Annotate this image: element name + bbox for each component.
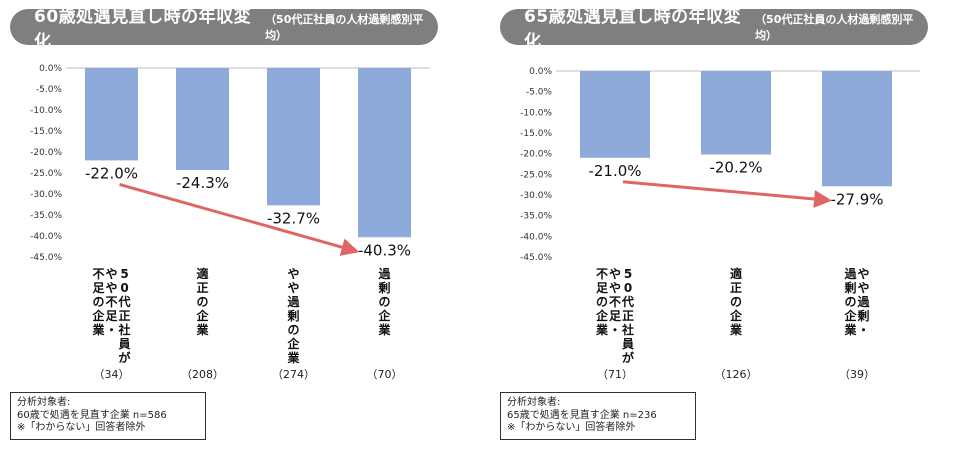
y-tick-label: -45.0% xyxy=(30,253,62,263)
data-label: -20.2% xyxy=(709,158,762,176)
category-label: やや過剰の企業 xyxy=(286,267,300,365)
category-label: 適正の企業 xyxy=(195,266,209,337)
y-tick-label: -5.0% xyxy=(526,88,553,98)
left-bar-chart: 0.0% -5.0% -10.0% -15.0% -20.0% -25.0% -30.0% -… xyxy=(30,64,430,381)
y-tick-label: -15.0% xyxy=(520,129,552,139)
right-note-line-3: ※「わからない」回答者除外 xyxy=(507,422,636,433)
y-tick-label: 0.0% xyxy=(529,67,552,77)
count-label: （274） xyxy=(272,368,315,381)
y-tick-label: -10.0% xyxy=(520,108,552,118)
y-tick-label: -20.0% xyxy=(520,150,552,160)
category-label: やや過剰・ xyxy=(856,267,870,337)
bar xyxy=(822,71,892,187)
category-label: 5 0 代正社員が xyxy=(621,267,634,365)
y-tick-label: -45.0% xyxy=(520,253,552,263)
y-tick-label: -30.0% xyxy=(30,190,62,200)
count-label: （71） xyxy=(597,368,633,381)
y-tick-label: -35.0% xyxy=(520,212,552,222)
y-tick-label: -25.0% xyxy=(520,170,552,180)
left-note-line-1: 分析対象者: xyxy=(17,397,71,408)
data-label: -24.3% xyxy=(176,174,229,192)
y-tick-label: 0.0% xyxy=(39,64,62,74)
data-label: -27.9% xyxy=(830,190,883,208)
category-label: 不足の企業 xyxy=(91,267,105,337)
category-label: やや不足・ xyxy=(609,267,621,337)
right-chart-subtitle: （50代正社員の人材過剰感別平均） xyxy=(755,13,914,42)
right-chart-panel: 65歳処遇見直し時の年収変化 （50代正社員の人材過剰感別平均） 0.0% -5.… xyxy=(490,0,960,450)
category-label: 過剰の企業 xyxy=(843,266,857,337)
y-tick-label: -10.0% xyxy=(30,106,62,116)
bar xyxy=(176,68,229,171)
bar xyxy=(580,71,650,158)
count-label: （39） xyxy=(839,368,875,381)
left-chart-panel: 60歳処遇見直し時の年収変化 （50代正社員の人材過剰感別平均） 0.0% -5.… xyxy=(0,0,470,450)
category-label: やや不足・ xyxy=(105,267,117,337)
y-tick-label: -35.0% xyxy=(30,211,62,221)
data-label: -40.3% xyxy=(358,241,411,259)
data-label: -32.7% xyxy=(267,209,320,227)
count-label: （70） xyxy=(367,368,403,381)
right-chart-title: 65歳処遇見直し時の年収変化 xyxy=(524,7,742,52)
count-label: （34） xyxy=(94,368,130,381)
left-note-line-2: 60歳で処遇を見直す企業 n=586 xyxy=(17,409,167,421)
left-chart-title: 60歳処遇見直し時の年収変化 xyxy=(34,7,252,52)
left-note-box: 分析対象者: 60歳で処遇を見直す企業 n=586 ※「わからない」回答者除外 xyxy=(10,392,206,440)
left-chart-subtitle: （50代正社員の人材過剰感別平均） xyxy=(265,13,424,42)
category-label: 5 0 代正社員が xyxy=(117,267,130,365)
trend-arrow xyxy=(622,180,832,208)
y-tick-label: -20.0% xyxy=(30,148,62,158)
count-label: （208） xyxy=(181,368,224,381)
right-note-line-1: 分析対象者: xyxy=(507,397,561,408)
y-tick-label: -40.0% xyxy=(30,232,62,242)
right-bar-chart: 0.0% -5.0% -10.0% -15.0% -20.0% -25.0% -30.0% -… xyxy=(520,67,920,381)
left-chart-title-pill: 60歳処遇見直し時の年収変化 （50代正社員の人材過剰感別平均） xyxy=(10,7,438,52)
data-label: -22.0% xyxy=(85,164,138,182)
count-label: （126） xyxy=(715,368,758,381)
bar xyxy=(701,71,771,155)
y-tick-label: -40.0% xyxy=(520,232,552,242)
left-note-line-3: ※「わからない」回答者除外 xyxy=(17,422,146,433)
y-tick-label: -5.0% xyxy=(36,85,63,95)
category-label: 適正の企業 xyxy=(729,266,743,337)
right-note-box: 分析対象者: 65歳で処遇を見直す企業 n=236 ※「わからない」回答者除外 xyxy=(500,392,696,440)
y-tick-label: -30.0% xyxy=(520,191,552,201)
bar xyxy=(267,68,320,206)
trend-arrow xyxy=(119,182,360,256)
bar xyxy=(85,68,138,161)
y-tick-label: -15.0% xyxy=(30,127,62,137)
category-label: 過剰の企業 xyxy=(377,266,391,337)
category-label: 不足の企業 xyxy=(595,267,609,337)
right-chart-title-pill: 65歳処遇見直し時の年収変化 （50代正社員の人材過剰感別平均） xyxy=(500,7,928,52)
y-tick-label: -25.0% xyxy=(30,169,62,179)
right-note-line-2: 65歳で処遇を見直す企業 n=236 xyxy=(507,409,657,421)
bar xyxy=(358,68,411,238)
data-label: -21.0% xyxy=(588,162,641,180)
